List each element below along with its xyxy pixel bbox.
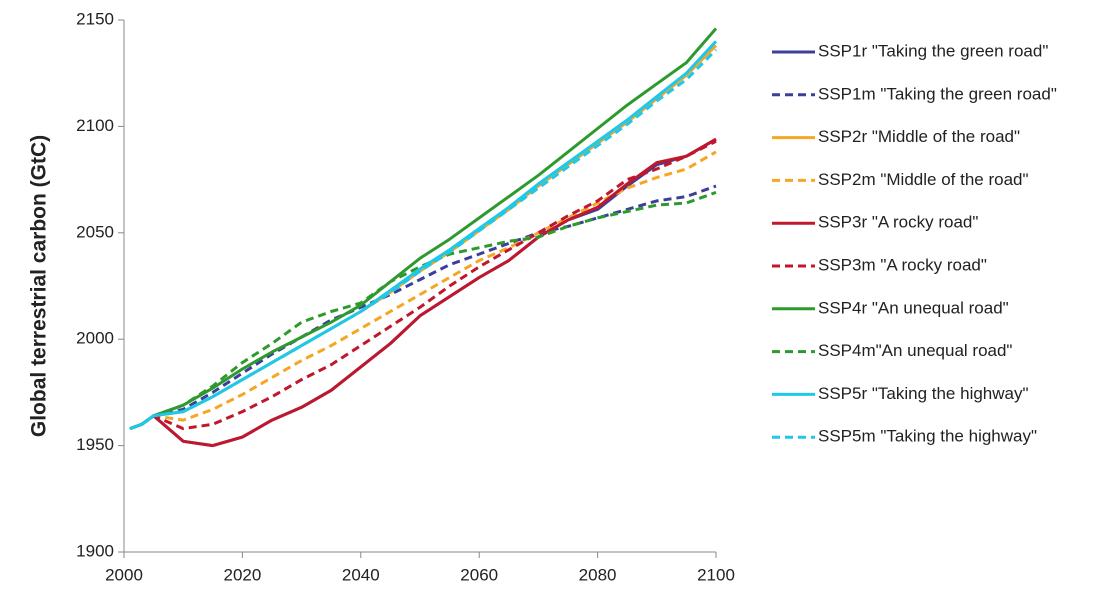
legend-label: SSP1r "Taking the green road": [818, 41, 1048, 60]
x-tick-label: 2100: [697, 565, 735, 584]
series-line: [129, 137, 717, 448]
legend-label: SSP4m"An unequal road": [818, 341, 1012, 360]
x-tick-label: 2000: [105, 565, 143, 584]
legend-label: SSP2r "Middle of the road": [818, 127, 1020, 146]
legend-label: SSP5m "Taking the highway": [818, 427, 1037, 446]
series-line: [129, 139, 717, 431]
y-axis-title: Global terrestrial carbon (GtC): [28, 135, 51, 437]
x-tick-label: 2080: [579, 565, 617, 584]
y-tick-label: 1950: [76, 435, 114, 454]
series-line: [129, 190, 717, 431]
x-tick-label: 2020: [223, 565, 261, 584]
y-tick-label: 2100: [76, 116, 114, 135]
y-tick-label: 1900: [76, 541, 114, 560]
x-tick-label: 2040: [342, 565, 380, 584]
legend-label: SSP2m "Middle of the road": [818, 170, 1029, 189]
y-tick-label: 2050: [76, 222, 114, 241]
legend-label: SSP1m "Taking the green road": [818, 84, 1057, 103]
legend-label: SSP4r "An unequal road": [818, 298, 1009, 317]
series-line: [129, 150, 717, 431]
legend-label: SSP3r "A rocky road": [818, 213, 978, 232]
x-tick-label: 2060: [460, 565, 498, 584]
series-line: [129, 27, 718, 431]
legend-label: SSP3m "A rocky road": [818, 255, 987, 274]
legend-label: SSP5r "Taking the highway": [818, 384, 1029, 403]
y-tick-label: 2150: [76, 9, 114, 28]
series-line: [129, 48, 718, 431]
y-tick-label: 2000: [76, 329, 114, 348]
series-line: [129, 40, 718, 431]
